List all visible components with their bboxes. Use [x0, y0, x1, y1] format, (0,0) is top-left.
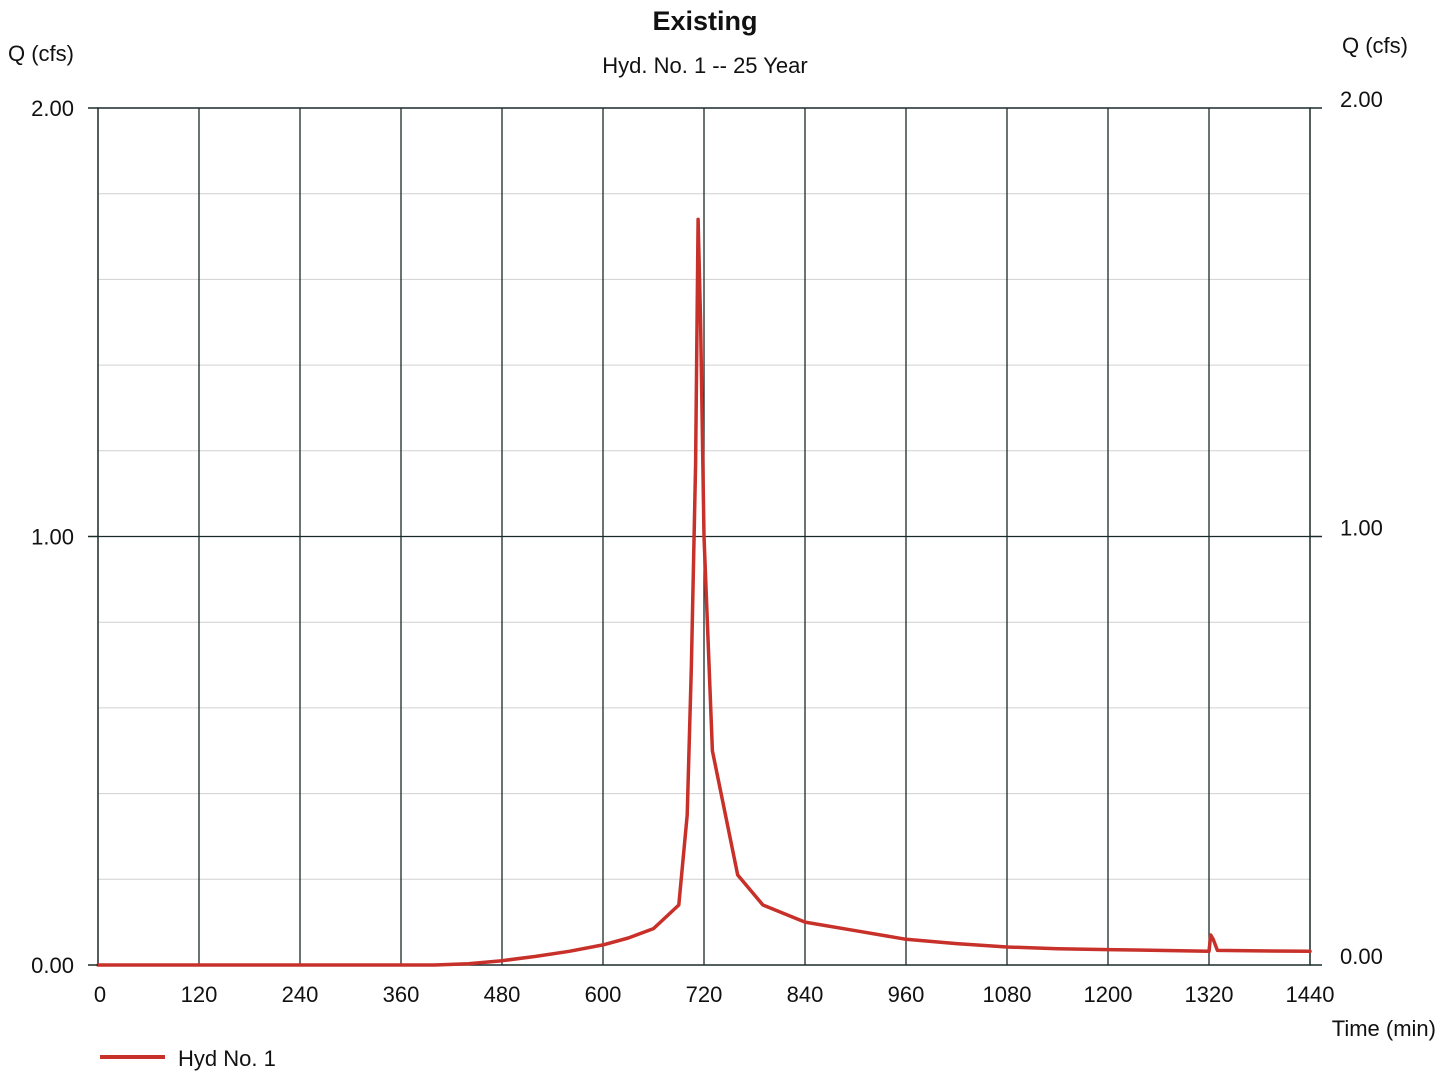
y-tick-label-left: 2.00: [31, 96, 74, 121]
legend: Hyd No. 1: [100, 1046, 276, 1071]
x-tick-label: 240: [282, 982, 319, 1007]
y-axis-left-ticks: 0.00 1.00 2.00: [31, 96, 98, 978]
y-tick-label-right: 1.00: [1340, 516, 1383, 541]
chart-title: Existing: [652, 6, 757, 36]
x-tick-label: 1200: [1084, 982, 1133, 1007]
x-tick-label: 360: [383, 982, 420, 1007]
y-tick-label-left: 0.00: [31, 953, 74, 978]
y-tick-label-right: 2.00: [1340, 87, 1383, 112]
y-tick-label-left: 1.00: [31, 525, 74, 550]
x-axis-ticks: 0 120 240 360 480 600 720 840 960 1080 1200 1320 144…: [94, 982, 1335, 1007]
series-line-hyd-no-1: [96, 217, 1312, 967]
x-tick-label: 1320: [1185, 982, 1234, 1007]
x-tick-label: 120: [181, 982, 218, 1007]
y-axis-left-label: Q (cfs): [8, 41, 74, 66]
x-tick-label: 1080: [983, 982, 1032, 1007]
series-lines: [96, 217, 1312, 967]
x-tick-label: 0: [94, 982, 106, 1007]
chart-subtitle: Hyd. No. 1 -- 25 Year: [602, 53, 807, 78]
x-tick-label: 720: [686, 982, 723, 1007]
x-tick-label: 1440: [1286, 982, 1335, 1007]
legend-label-hyd-no-1: Hyd No. 1: [178, 1046, 276, 1071]
y-axis-right-label: Q (cfs): [1342, 33, 1408, 58]
x-tick-label: 600: [585, 982, 622, 1007]
y-axis-right-ticks: 0.00 1.00 2.00: [1310, 87, 1383, 969]
x-tick-label: 960: [888, 982, 925, 1007]
y-tick-label-right: 0.00: [1340, 944, 1383, 969]
x-tick-label: 840: [787, 982, 824, 1007]
x-axis-label: Time (min): [1332, 1016, 1436, 1041]
x-tick-label: 480: [484, 982, 521, 1007]
